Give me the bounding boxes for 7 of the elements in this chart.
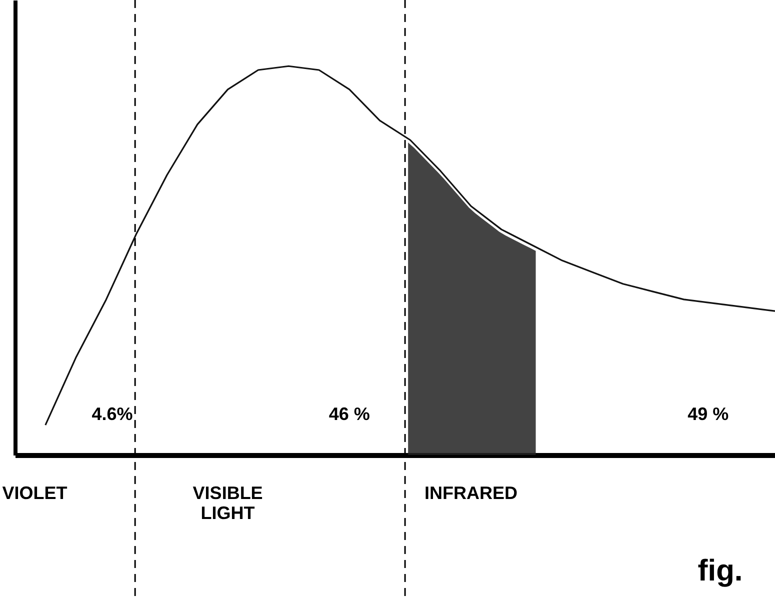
text: VISIBLE LIGHT (192, 482, 263, 523)
text: fig. (698, 554, 743, 588)
annotation: 4.6% (92, 404, 133, 424)
text: VIOLET (2, 482, 68, 503)
annotation: 46 % (328, 404, 370, 424)
annotation: 49 % (688, 404, 729, 424)
text: INFRARED (424, 482, 518, 503)
